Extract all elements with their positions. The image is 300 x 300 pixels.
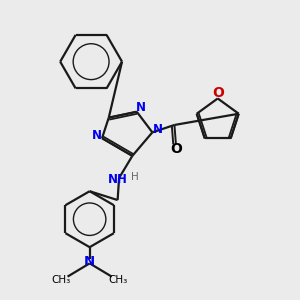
Text: CH₃: CH₃ bbox=[109, 274, 128, 285]
Text: CH₃: CH₃ bbox=[52, 274, 71, 285]
Text: O: O bbox=[171, 142, 182, 156]
Text: NH: NH bbox=[108, 173, 127, 186]
Text: N: N bbox=[136, 101, 146, 114]
Text: N: N bbox=[92, 129, 102, 142]
Text: N: N bbox=[153, 124, 163, 136]
Text: H: H bbox=[130, 172, 138, 182]
Text: O: O bbox=[212, 86, 224, 100]
Text: N: N bbox=[84, 255, 95, 268]
